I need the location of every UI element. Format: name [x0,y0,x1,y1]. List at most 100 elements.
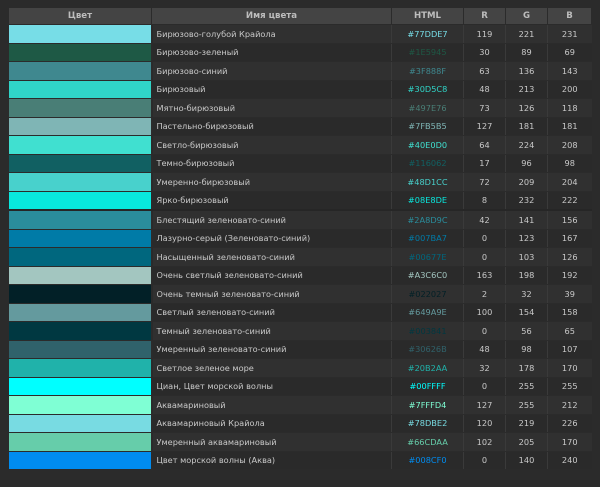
color-swatch [8,209,153,230]
color-name: Аквамариновый [151,395,392,415]
b-value: 170 [547,432,592,452]
g-value: 98 [505,339,548,359]
header-r: R [463,7,506,25]
g-value: 205 [505,432,548,452]
g-value: 224 [505,135,548,155]
r-value: 30 [463,42,506,62]
r-value: 17 [463,153,506,173]
table-row: Пастельно-бирюзовый #7FB5B5 127 181 181 [8,116,592,136]
color-swatch [8,339,153,359]
table-row: Цвет морской волны (Аква) #008CF0 0 140 240 [8,450,592,470]
color-name: Пастельно-бирюзовый [151,116,392,136]
b-value: 107 [547,339,592,359]
color-swatch [8,190,153,211]
html-code: #022027 [391,284,464,304]
r-value: 0 [463,228,506,248]
html-code: #7FFFD4 [391,395,464,415]
g-value: 123 [505,228,548,248]
r-value: 120 [463,413,506,433]
b-value: 118 [547,98,592,118]
color-name: Очень темный зеленовато-синий [151,284,392,304]
color-name: Лазурно-серый (Зеленовато-синий) [151,228,392,248]
color-swatch [8,395,153,415]
color-name: Ярко-бирюзовый [151,190,392,211]
table-row: Темно-бирюзовый #116062 17 96 98 [8,153,592,173]
table-row: Блестящий зеленовато-синий #2A8D9C 42 141 15… [8,209,592,230]
b-value: 192 [547,265,592,285]
g-value: 56 [505,321,548,341]
color-swatch [8,98,153,118]
color-swatch [8,61,153,81]
g-value: 136 [505,61,548,81]
html-code: #A3C6C0 [391,265,464,285]
g-value: 141 [505,209,548,230]
r-value: 127 [463,116,506,136]
table-row: Умеренно-бирюзовый #48D1CC 72 209 204 [8,172,592,192]
r-value: 0 [463,247,506,267]
table-row: Очень светлый зеленовато-синий #A3C6C0 163… [8,265,592,285]
header-name: Имя цвета [151,7,392,25]
g-value: 213 [505,79,548,99]
r-value: 102 [463,432,506,452]
b-value: 200 [547,79,592,99]
g-value: 255 [505,395,548,415]
html-code: #497E76 [391,98,464,118]
color-swatch [8,79,153,99]
g-value: 140 [505,450,548,470]
html-code: #20B2AA [391,358,464,378]
b-value: 158 [547,302,592,322]
b-value: 156 [547,209,592,230]
r-value: 2 [463,284,506,304]
r-value: 48 [463,339,506,359]
color-swatch [8,284,153,304]
color-name: Светлое зеленое море [151,358,392,378]
html-code: #08E8DE [391,190,464,211]
g-value: 209 [505,172,548,192]
b-value: 212 [547,395,592,415]
html-code: #007BA7 [391,228,464,248]
b-value: 39 [547,284,592,304]
r-value: 163 [463,265,506,285]
g-value: 221 [505,24,548,44]
color-swatch [8,450,153,470]
html-code: #78DBE2 [391,413,464,433]
color-swatch [8,228,153,248]
b-value: 126 [547,247,592,267]
table-row: Аквамариновый #7FFFD4 127 255 212 [8,395,592,415]
r-value: 32 [463,358,506,378]
table-row: Бирюзово-зеленый #1E5945 30 89 69 [8,42,592,62]
b-value: 208 [547,135,592,155]
b-value: 143 [547,61,592,81]
table-row: Умеренный аквамариновый #66CDAA 102 205 170 [8,432,592,452]
color-name: Насыщенный зеленовато-синий [151,247,392,267]
color-name: Цвет морской волны (Аква) [151,450,392,470]
r-value: 119 [463,24,506,44]
color-swatch [8,376,153,396]
html-code: #30D5C8 [391,79,464,99]
b-value: 167 [547,228,592,248]
html-code: #7FB5B5 [391,116,464,136]
color-name: Светло-бирюзовый [151,135,392,155]
b-value: 65 [547,321,592,341]
b-value: 240 [547,450,592,470]
table-row: Светлый зеленовато-синий #649A9E 100 154 158 [8,302,592,322]
html-code: #48D1CC [391,172,464,192]
html-code: #008CF0 [391,450,464,470]
color-name: Бирюзово-голубой Крайола [151,24,392,44]
table-row: Светлое зеленое море #20B2AA 32 178 170 [8,358,592,378]
table-row: Аквамариновый Крайола #78DBE2 120 219 226 [8,413,592,433]
color-name: Мятно-бирюзовый [151,98,392,118]
color-swatch [8,413,153,433]
table-row: Бирюзово-голубой Крайола #77DDE7 119 221 231 [8,24,592,44]
html-code: #116062 [391,153,464,173]
color-rows: Бирюзово-голубой Крайола #77DDE7 119 221 231… [8,24,592,470]
color-name: Очень светлый зеленовато-синий [151,265,392,285]
color-name: Умеренно-бирюзовый [151,172,392,192]
g-value: 103 [505,247,548,267]
g-value: 219 [505,413,548,433]
g-value: 32 [505,284,548,304]
html-code: #77DDE7 [391,24,464,44]
table-row: Насыщенный зеленовато-синий #00677E 0 103 12… [8,247,592,267]
table-row: Циан, Цвет морской волны #00FFFF 0 255 255 [8,376,592,396]
html-code: #649A9E [391,302,464,322]
